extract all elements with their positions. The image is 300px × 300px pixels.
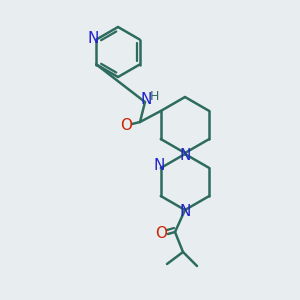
Text: N: N: [153, 158, 164, 173]
Text: O: O: [120, 118, 132, 134]
Text: H: H: [149, 89, 159, 103]
Text: N: N: [179, 148, 191, 164]
Text: O: O: [155, 226, 167, 242]
Text: N: N: [140, 92, 152, 107]
Text: N: N: [179, 205, 191, 220]
Text: N: N: [88, 31, 99, 46]
